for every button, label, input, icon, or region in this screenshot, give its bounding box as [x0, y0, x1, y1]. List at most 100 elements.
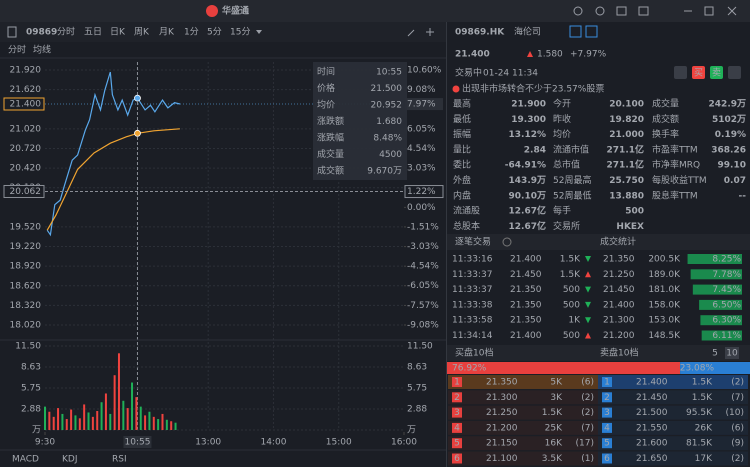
action-button[interactable] — [710, 66, 723, 79]
y-tick-label: 21.020 — [10, 124, 42, 134]
y2-tick-label: 9.08% — [407, 85, 436, 95]
bell-button[interactable] — [674, 66, 687, 79]
indicator-tab[interactable]: KDJ — [62, 455, 78, 465]
stat-value: 0.19% — [715, 130, 746, 140]
stat-value: HKEX — [616, 222, 644, 232]
volume-bar — [74, 415, 77, 430]
trade-volume: 1.5K — [560, 255, 581, 265]
stat-price: 21.400 — [603, 300, 635, 310]
book-row — [598, 436, 748, 451]
icon[interactable] — [638, 6, 649, 16]
tooltip-value: 8.48% — [373, 134, 402, 144]
stat-label: 成交额 — [652, 113, 679, 125]
section-header — [447, 234, 750, 250]
stat-value: 13.12% — [509, 130, 547, 140]
volume-bar — [109, 413, 112, 430]
tooltip-value: 10:55 — [376, 68, 402, 78]
indicator-tab[interactable]: MACD — [12, 455, 39, 465]
book-row — [448, 390, 598, 405]
period-tab[interactable]: 五日 — [84, 27, 102, 38]
action-label[interactable]: 买 — [694, 68, 703, 79]
action-label[interactable]: 卖 — [712, 68, 721, 79]
book-count: (7) — [731, 393, 744, 403]
level-box — [452, 407, 462, 418]
crosshair-y2-label: 1.22% — [407, 187, 436, 197]
period-tab[interactable]: 1分 — [184, 27, 199, 38]
chart-tab[interactable]: 均线 — [33, 44, 51, 56]
level: 1 — [604, 378, 610, 388]
stat-label: 量比 — [453, 143, 471, 155]
dropdown-icon[interactable] — [256, 30, 262, 34]
stat-label: 换手率 — [652, 128, 679, 140]
icon[interactable] — [595, 6, 605, 16]
volume-bar — [70, 409, 73, 430]
volume-tick-label: 2.88 — [407, 404, 427, 414]
stat-value: 0.07 — [724, 176, 746, 186]
volume-tick-label: 11.50 — [15, 342, 41, 352]
stat-price: 21.450 — [603, 285, 635, 295]
y2-tick-label: -3.03% — [407, 242, 439, 252]
period-tab[interactable]: 周K — [134, 27, 150, 38]
stat-value: 12.67亿 — [509, 205, 546, 217]
stat-label: 昨收 — [553, 113, 571, 125]
period-tab[interactable]: 分时 — [57, 26, 75, 38]
level: 5 — [604, 439, 610, 449]
volume-tick-label: 2.88 — [21, 404, 41, 414]
crosshair-y-label: 20.062 — [10, 187, 42, 197]
y2-tick-label: -6.05% — [407, 281, 439, 291]
maximize[interactable] — [704, 6, 714, 16]
volume-tick-label: 万 — [407, 426, 416, 436]
pct-bar — [692, 284, 742, 295]
book-row — [598, 390, 748, 405]
panel-icon[interactable] — [7, 26, 17, 38]
icon[interactable] — [573, 6, 583, 16]
level: 2 — [454, 393, 460, 403]
level-box — [452, 377, 462, 387]
point-marker — [134, 129, 141, 137]
volume-bar — [139, 406, 142, 430]
quote-status: 交易中 — [455, 67, 482, 79]
level-box — [602, 453, 612, 464]
ask-pct: 23.08% — [680, 364, 715, 374]
book-price: 21.100 — [486, 454, 518, 464]
volume-bar — [44, 406, 46, 430]
label-box — [404, 185, 444, 199]
y-tick-label: 18.620 — [10, 281, 42, 291]
stat-value: 143.9万 — [509, 175, 546, 186]
tooltip — [313, 62, 407, 180]
depth-option[interactable]: 5 — [712, 349, 718, 359]
period-tab[interactable]: 15分 — [230, 27, 250, 38]
stat-value: 99.10 — [718, 161, 746, 171]
section-title: 逐笔交易 — [455, 236, 491, 248]
help-icon — [502, 237, 512, 247]
action-button[interactable] — [692, 66, 705, 79]
level: 4 — [454, 423, 460, 433]
label-box — [3, 184, 45, 198]
level: 4 — [604, 423, 610, 433]
level-box — [602, 377, 612, 387]
volume-bar — [122, 400, 125, 430]
trade-volume: 500 — [563, 285, 580, 295]
ask-ratio — [680, 362, 750, 374]
book-row — [598, 405, 748, 420]
close[interactable] — [727, 6, 737, 16]
book-count: (7) — [581, 423, 594, 433]
period-tab[interactable]: 月K — [159, 27, 175, 38]
depth-option[interactable]: 10 — [726, 349, 738, 359]
level-box — [452, 422, 462, 433]
y-tick-label: 18.920 — [10, 262, 42, 272]
chart-tab[interactable]: 分时 — [8, 44, 26, 56]
indicator-tab[interactable]: RSI — [112, 455, 127, 465]
last-y-label: 21.400 — [10, 100, 42, 110]
add-button[interactable] — [728, 66, 741, 79]
depth-box[interactable] — [725, 347, 739, 359]
book-title: 买盘10档 — [455, 347, 493, 359]
icon[interactable] — [616, 6, 627, 16]
stat-label: 委比 — [453, 159, 471, 171]
stat-price: 21.250 — [603, 270, 635, 280]
period-tab[interactable]: 5分 — [207, 27, 222, 38]
edit-icon[interactable] — [407, 28, 434, 37]
period-tab[interactable]: 日K — [110, 27, 126, 38]
level: 5 — [454, 439, 460, 449]
trade-arrow — [585, 332, 591, 339]
